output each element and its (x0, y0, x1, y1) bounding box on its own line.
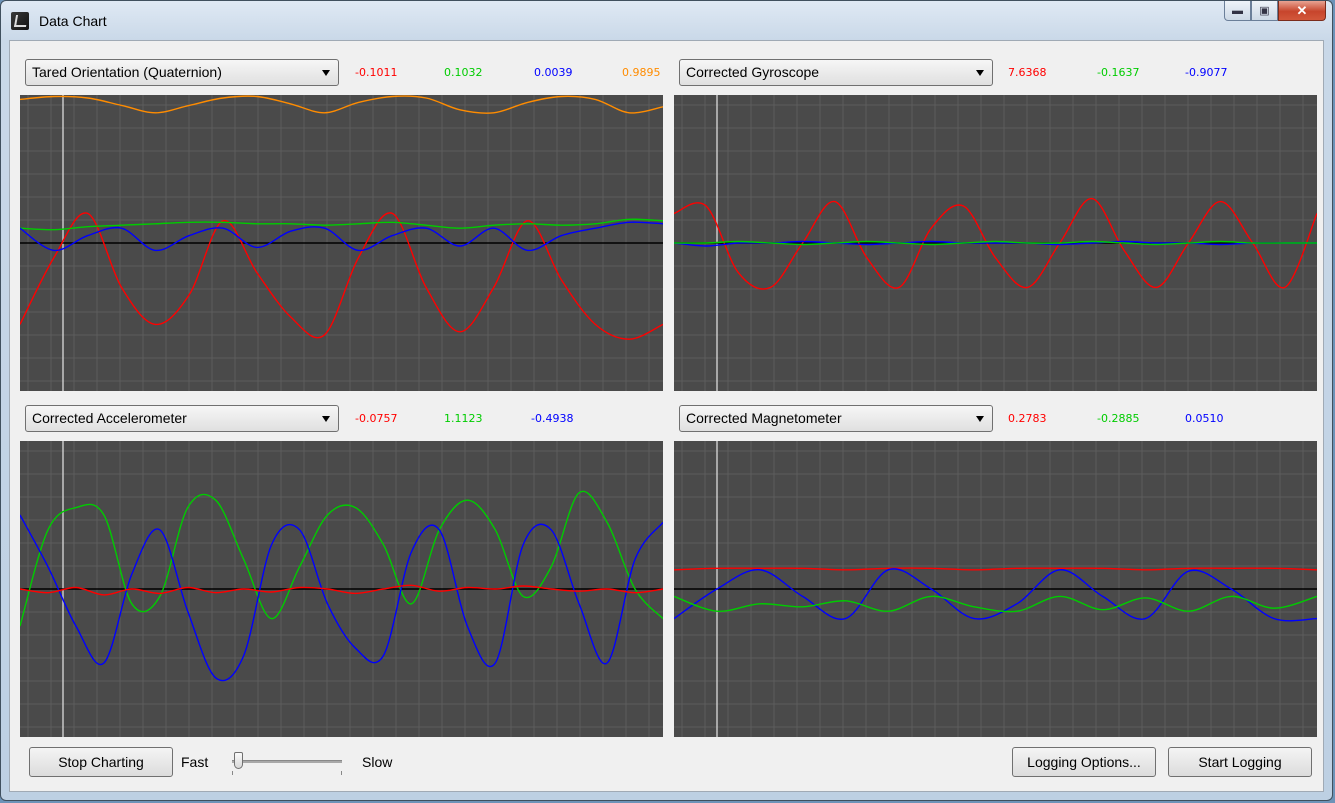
series-line (674, 568, 1317, 570)
panel-4-value-y: -0.2885 (1097, 412, 1139, 425)
panel-3-plot (20, 441, 663, 737)
series-line (20, 491, 663, 626)
panel-3-sensor-select[interactable]: Corrected Accelerometer (25, 405, 339, 432)
speed-slow-label: Slow (362, 754, 392, 770)
window-title: Data Chart (39, 13, 107, 29)
panel-1-sensor-select[interactable]: Tared Orientation (Quaternion) (25, 59, 339, 86)
panel-3-value-z: -0.4938 (531, 412, 573, 425)
chevron-down-icon (976, 70, 984, 76)
panel-1-value-x: -0.1011 (355, 66, 397, 79)
panel-1-plot (20, 95, 663, 391)
panel-4-value-x: 0.2783 (1008, 412, 1047, 425)
close-icon: ✕ (1297, 3, 1308, 19)
series-line (20, 515, 663, 681)
minimize-button[interactable]: ▬ (1224, 1, 1251, 21)
panel-2-sensor-label: Corrected Gyroscope (686, 64, 819, 80)
series-line (20, 585, 663, 595)
series-line (20, 222, 663, 250)
title-bar[interactable]: Data Chart ▬ ▣ ✕ (1, 1, 1332, 39)
chevron-down-icon (322, 416, 330, 422)
plot-svg (20, 441, 663, 737)
speed-slider-track[interactable] (232, 760, 342, 763)
slider-tick (341, 771, 342, 775)
panel-2-value-z: -0.9077 (1185, 66, 1227, 79)
panel-2-plot (674, 95, 1317, 391)
plot-svg (674, 95, 1317, 391)
panel-1-sensor-label: Tared Orientation (Quaternion) (32, 64, 222, 80)
slider-tick (232, 771, 233, 775)
speed-slider-thumb[interactable] (234, 752, 243, 769)
stop-charting-button[interactable]: Stop Charting (29, 747, 173, 777)
panel-1-value-w: 0.9895 (622, 66, 661, 79)
plot-svg (674, 441, 1317, 737)
panel-3-value-x: -0.0757 (355, 412, 397, 425)
panel-4-value-z: 0.0510 (1185, 412, 1224, 425)
series-line (674, 569, 1317, 621)
logging-options-button[interactable]: Logging Options... (1012, 747, 1156, 777)
speed-fast-label: Fast (181, 754, 208, 770)
app-icon (11, 12, 29, 30)
close-button[interactable]: ✕ (1278, 1, 1326, 21)
panel-4-sensor-select[interactable]: Corrected Magnetometer (679, 405, 993, 432)
chevron-down-icon (322, 70, 330, 76)
plot-svg (20, 95, 663, 391)
minimize-icon: ▬ (1232, 5, 1243, 17)
panel-3-value-y: 1.1123 (444, 412, 483, 425)
maximize-icon: ▣ (1259, 4, 1269, 17)
panel-2-value-y: -0.1637 (1097, 66, 1139, 79)
panel-4-plot (674, 441, 1317, 737)
panel-4-sensor-label: Corrected Magnetometer (686, 410, 842, 426)
panel-3-sensor-label: Corrected Accelerometer (32, 410, 187, 426)
chevron-down-icon (976, 416, 984, 422)
panel-2-value-x: 7.6368 (1008, 66, 1047, 79)
panel-2-sensor-select[interactable]: Corrected Gyroscope (679, 59, 993, 86)
panel-1-value-y: 0.1032 (444, 66, 483, 79)
series-line (20, 213, 663, 339)
start-logging-button[interactable]: Start Logging (1168, 747, 1312, 777)
maximize-button[interactable]: ▣ (1251, 1, 1278, 21)
panel-1-value-z: 0.0039 (534, 66, 573, 79)
series-line (674, 596, 1317, 611)
